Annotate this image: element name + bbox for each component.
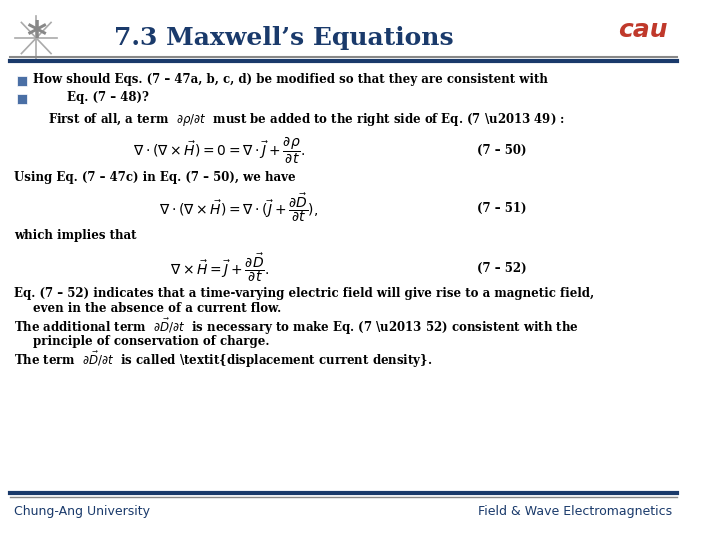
Text: $\nabla\cdot(\nabla\times\vec{H})=\nabla\cdot(\vec{J}+\dfrac{\partial\vec{D}}{\p: $\nabla\cdot(\nabla\times\vec{H})=\nabla… (158, 192, 318, 225)
Text: Eq. (7 – 48)?: Eq. (7 – 48)? (67, 91, 148, 105)
Text: even in the absence of a current flow.: even in the absence of a current flow. (33, 302, 282, 315)
Text: Using Eq. (7 – 47c) in Eq. (7 – 50), we have: Using Eq. (7 – 47c) in Eq. (7 – 50), we … (14, 172, 296, 185)
FancyBboxPatch shape (17, 76, 27, 86)
Text: First of all, a term  $\partial\rho/\partial t$  must be added to the right side: First of all, a term $\partial\rho/\part… (48, 111, 564, 129)
Text: (7 – 51): (7 – 51) (477, 201, 526, 214)
Text: which implies that: which implies that (14, 230, 137, 242)
Text: *: * (26, 19, 46, 57)
Text: The additional term  $\partial\vec{D}/\partial t$  is necessary to make Eq. (7 \: The additional term $\partial\vec{D}/\pa… (14, 317, 580, 337)
Text: 7.3 Maxwell’s Equations: 7.3 Maxwell’s Equations (114, 26, 454, 50)
Text: principle of conservation of charge.: principle of conservation of charge. (33, 335, 270, 348)
Text: $\nabla\cdot(\nabla\times\vec{H})=0=\nabla\cdot\vec{J}+\dfrac{\partial\rho}{\par: $\nabla\cdot(\nabla\times\vec{H})=0=\nab… (133, 134, 305, 166)
Text: Field & Wave Electromagnetics: Field & Wave Electromagnetics (478, 505, 672, 518)
Text: Chung-Ang University: Chung-Ang University (14, 505, 150, 518)
Text: cau: cau (618, 18, 667, 42)
Text: (7 – 50): (7 – 50) (477, 144, 526, 157)
Text: How should Eqs. (7 – 47a, b, c, d) be modified so that they are consistent with: How should Eqs. (7 – 47a, b, c, d) be mo… (33, 73, 548, 86)
Text: (7 – 52): (7 – 52) (477, 261, 526, 274)
FancyBboxPatch shape (17, 94, 27, 104)
Text: $\nabla\times\vec{H}=\vec{J}+\dfrac{\partial\vec{D}}{\partial t}.$: $\nabla\times\vec{H}=\vec{J}+\dfrac{\par… (169, 252, 269, 285)
Text: Eq. (7 – 52) indicates that a time-varying electric field will give rise to a ma: Eq. (7 – 52) indicates that a time-varyi… (14, 287, 595, 300)
Text: The term  $\partial\vec{D}/\partial t$  is called \textit{displacement current d: The term $\partial\vec{D}/\partial t$ is… (14, 350, 433, 370)
